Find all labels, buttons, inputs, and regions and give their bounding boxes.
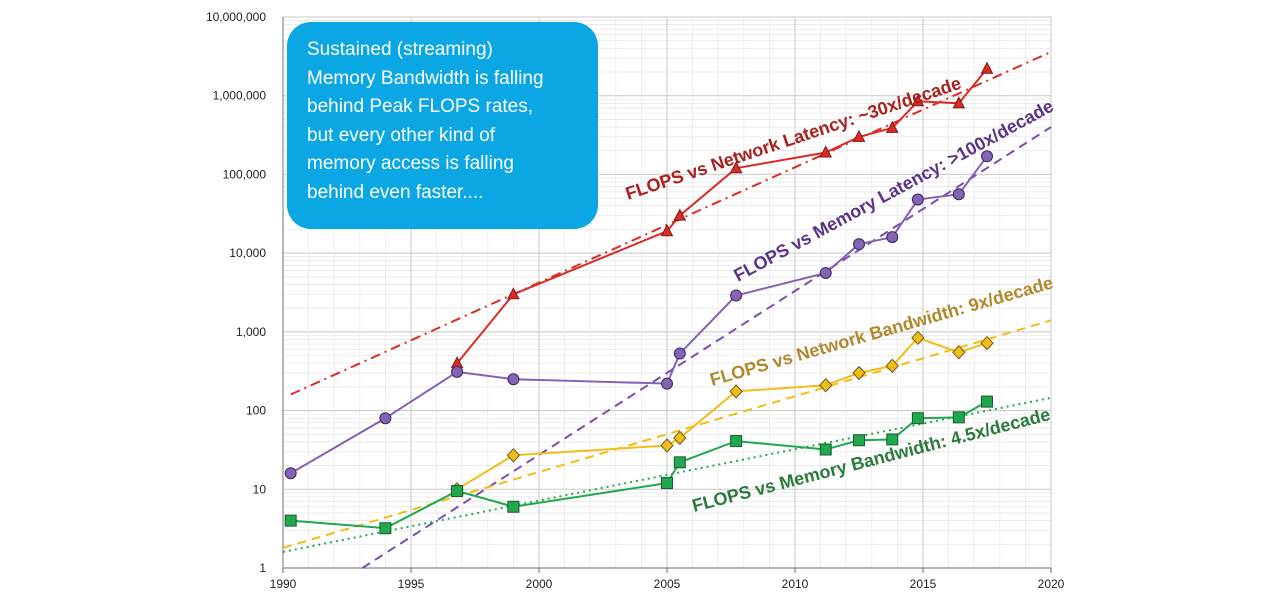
data-point	[451, 485, 464, 498]
data-point	[819, 443, 832, 456]
trendline	[290, 51, 1052, 396]
data-point	[451, 365, 464, 378]
x-tick-label: 2010	[782, 577, 809, 591]
data-point	[660, 438, 674, 453]
data-point	[952, 96, 966, 109]
trendlines	[282, 51, 1052, 569]
data-point	[673, 430, 687, 446]
y-tick-label: 1,000	[236, 325, 266, 339]
axes: 1 10 100 1,000 10,000 100,000 1,000,000 10,000,…	[206, 10, 1065, 591]
data-point	[819, 266, 832, 279]
data-point	[885, 358, 899, 374]
callout-line: memory access is falling	[307, 153, 514, 174]
data-point	[911, 412, 924, 425]
data-point	[853, 434, 865, 447]
data-point	[284, 467, 297, 480]
x-tick-label: 1990	[270, 577, 297, 591]
y-tick-label: 10	[253, 482, 267, 496]
data-point	[506, 448, 521, 463]
data-point	[981, 395, 993, 408]
data-point	[379, 412, 392, 425]
data-point	[981, 150, 993, 163]
data-point	[911, 94, 925, 107]
y-tick-label: 100,000	[223, 167, 267, 181]
trendline	[361, 126, 1052, 569]
data-point	[952, 411, 965, 424]
data-point	[660, 224, 674, 237]
data-point	[980, 61, 994, 74]
callout-line: behind Peak FLOPS rates,	[307, 96, 534, 117]
data-point	[886, 433, 899, 446]
data-point	[819, 377, 833, 393]
y-tick-label: 1	[259, 561, 266, 575]
callout-line: behind even faster....	[307, 181, 484, 203]
trendline	[282, 319, 1052, 549]
callout-line: but every other kind of	[307, 124, 495, 146]
trendline	[282, 396, 1052, 553]
data-point	[952, 188, 965, 201]
x-tick-label: 2015	[910, 577, 937, 591]
callout-box: Sustained (streaming) Memory Bandwidth i…	[287, 22, 598, 229]
data-point	[852, 129, 866, 142]
data-point	[507, 500, 520, 513]
data-point	[379, 522, 392, 535]
y-tick-label: 1,000,000	[213, 89, 267, 103]
data-point	[819, 145, 833, 158]
data-point	[852, 365, 866, 381]
x-tick-label: 2005	[654, 577, 681, 591]
data-point	[980, 335, 994, 351]
data-point	[730, 289, 743, 302]
x-tick-label: 2000	[526, 577, 553, 591]
callout-line: Sustained (streaming)	[307, 39, 493, 60]
data-point	[729, 161, 743, 174]
data-point	[729, 384, 743, 399]
data-point	[952, 345, 966, 360]
data-point	[507, 373, 520, 386]
data-point	[661, 377, 673, 390]
data-point	[911, 330, 925, 346]
data-point	[886, 231, 899, 244]
y-tick-label: 10,000,000	[206, 10, 266, 24]
data-point	[885, 120, 899, 133]
data-point	[673, 347, 686, 360]
data-point	[853, 238, 865, 251]
callout-line: Memory Bandwidth is falling	[307, 67, 544, 89]
y-tick-label: 10,000	[229, 246, 266, 260]
data-point	[673, 208, 687, 221]
data-point	[284, 514, 297, 527]
y-tick-label: 100	[246, 404, 266, 418]
x-tick-label: 1995	[398, 577, 425, 591]
data-point	[507, 287, 520, 300]
data-point	[661, 477, 673, 490]
data-point	[730, 435, 743, 448]
series-layer	[284, 61, 994, 535]
x-tick-label: 2020	[1038, 577, 1065, 591]
data-point	[911, 193, 924, 206]
data-point	[673, 456, 686, 469]
